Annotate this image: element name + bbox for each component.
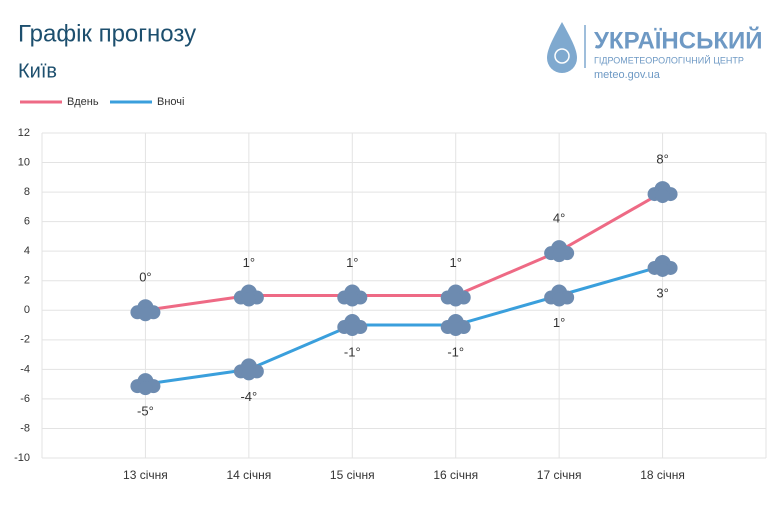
cloud-part	[552, 248, 567, 263]
data-label: 1°	[449, 255, 461, 270]
y-tick-label: 6	[24, 216, 30, 228]
weather-icon	[337, 284, 368, 307]
weather-icon	[440, 284, 471, 307]
legend-label: Вночі	[157, 96, 184, 108]
logo-drop	[547, 22, 577, 73]
data-label: 1°	[346, 255, 358, 270]
x-tick-label: 13 січня	[123, 468, 168, 482]
y-tick-label: 8	[24, 186, 30, 198]
weather-icon	[647, 254, 678, 277]
data-label: -1°	[344, 344, 361, 359]
x-tick-label: 16 січня	[433, 468, 478, 482]
weather-icon	[440, 314, 471, 337]
weather-icon	[544, 284, 575, 307]
cloud-part	[241, 366, 256, 381]
cloud-part	[138, 381, 153, 396]
weather-icon	[233, 358, 264, 381]
data-label: 8°	[656, 152, 668, 167]
y-tick-label: -4	[20, 363, 30, 375]
x-tick-label: 17 січня	[537, 468, 582, 482]
y-tick-label: -10	[14, 452, 30, 464]
series-line	[145, 264, 663, 386]
y-tick-label: 12	[18, 127, 30, 139]
weather-icon	[337, 314, 368, 337]
cloud-part	[345, 292, 360, 307]
y-tick-label: 4	[24, 245, 30, 257]
logo-url: meteo.gov.ua	[594, 69, 661, 81]
data-label: 1°	[243, 255, 255, 270]
weather-icon	[130, 299, 161, 322]
weather-icon	[233, 284, 264, 307]
cloud-part	[448, 322, 463, 337]
chart-subtitle: Київ	[18, 60, 57, 82]
cloud-part	[138, 307, 153, 322]
data-label: -4°	[240, 389, 257, 404]
y-tick-label: -2	[20, 334, 30, 346]
y-tick-label: -6	[20, 393, 30, 405]
x-tick-label: 18 січня	[640, 468, 685, 482]
data-label: 4°	[553, 211, 565, 226]
x-tick-label: 14 січня	[226, 468, 271, 482]
series-line	[145, 190, 664, 312]
logo: УКРАЇНСЬКИЙ ГІДРОМЕТЕОРОЛОГІЧНИЙ ЦЕНТР m…	[547, 22, 763, 81]
y-tick-label: 0	[24, 304, 30, 316]
data-label: 1°	[553, 315, 565, 330]
weather-icon	[544, 240, 575, 263]
cloud-part	[655, 189, 670, 204]
x-tick-label: 15 січня	[330, 468, 375, 482]
data-label: 0°	[139, 270, 151, 285]
cloud-part	[552, 292, 567, 307]
chart-title: Графік прогнозу	[18, 20, 196, 47]
data-label: -1°	[447, 344, 464, 359]
y-tick-label: 2	[24, 275, 30, 287]
cloud-part	[655, 262, 670, 277]
cloud-part	[448, 292, 463, 307]
legend-label: Вдень	[67, 96, 99, 108]
weather-icon	[130, 373, 161, 396]
data-label: 3°	[656, 285, 668, 300]
y-tick-label: 10	[18, 156, 30, 168]
y-tick-label: -8	[20, 422, 30, 434]
cloud-part	[241, 292, 256, 307]
cloud-part	[345, 322, 360, 337]
logo-snow	[554, 48, 570, 64]
logo-subname: ГІДРОМЕТЕОРОЛОГІЧНИЙ ЦЕНТР	[594, 54, 744, 65]
logo-name: УКРАЇНСЬКИЙ	[594, 26, 763, 54]
data-label: -5°	[137, 404, 154, 419]
weather-icon	[647, 181, 678, 204]
